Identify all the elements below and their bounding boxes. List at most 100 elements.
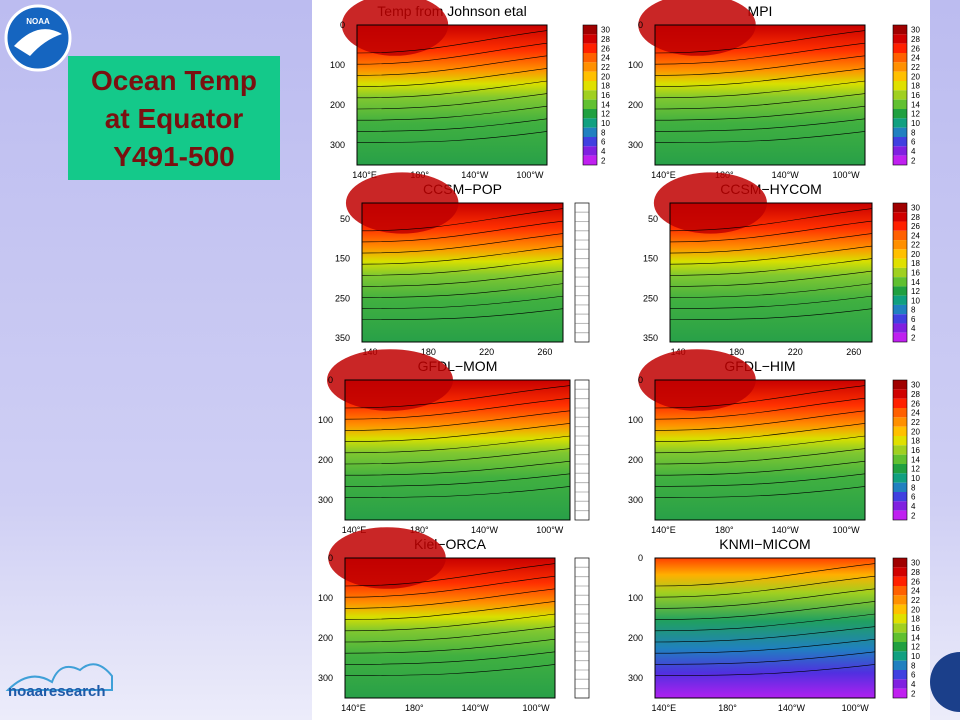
colorbar-segment — [574, 650, 590, 662]
colorbar-segment — [574, 510, 590, 521]
y-tick-label: 150 — [643, 254, 658, 264]
colorbar-segment — [893, 34, 907, 44]
colorbar-label: 30 — [911, 559, 920, 568]
contour-line — [669, 220, 873, 243]
contour-line — [361, 245, 564, 265]
x-tick-label: 140°W — [462, 703, 490, 713]
colorbar-label: 8 — [911, 128, 916, 137]
colorbar-segment — [893, 436, 907, 446]
colorbar-segment — [893, 127, 907, 137]
colorbar-segment — [574, 267, 590, 278]
colorbar-segment — [574, 472, 590, 484]
colorbar-segment — [893, 304, 907, 315]
noaa-logo-text: NOAA — [26, 17, 50, 26]
colorbar-segment — [893, 623, 907, 633]
x-tick-label: 140°E — [651, 170, 676, 180]
colorbar-segment — [583, 137, 597, 147]
colorbar-segment — [893, 445, 907, 455]
colorbar-label: 20 — [911, 427, 920, 436]
colorbar-label: 22 — [911, 418, 920, 427]
x-tick-label: 140°E — [651, 525, 676, 535]
y-tick-label: 150 — [335, 254, 350, 264]
colorbar-segment — [893, 323, 907, 333]
colorbar-segment — [574, 379, 590, 390]
x-tick-label: 180 — [421, 347, 436, 357]
colorbar-label: 26 — [911, 222, 920, 231]
colorbar-segment — [893, 454, 907, 464]
y-tick-label: 0 — [638, 20, 643, 30]
colorbar-label: 16 — [911, 446, 920, 455]
contour-line — [654, 460, 866, 476]
plot-frame — [361, 202, 564, 343]
contour-line — [361, 270, 564, 287]
y-tick-label: 200 — [628, 633, 643, 643]
colorbar-segment — [574, 678, 590, 690]
colorbar-segment — [574, 604, 590, 615]
y-tick-label: 0 — [638, 553, 643, 563]
colorbar-segment — [893, 90, 907, 100]
y-tick-label: 0 — [340, 20, 345, 30]
colorbar-segment — [893, 380, 907, 390]
y-tick-label: 350 — [643, 333, 658, 343]
warm-pool — [341, 0, 449, 56]
colorbar-segment — [574, 332, 590, 343]
colorbar-segment — [574, 444, 590, 456]
colorbar-label: 2 — [911, 689, 916, 698]
colorbar-segment — [583, 71, 597, 81]
colorbar-label: 20 — [911, 72, 920, 81]
colorbar-segment — [583, 155, 597, 165]
colorbar-label: 8 — [601, 128, 606, 137]
colorbar-label: 8 — [911, 483, 916, 492]
contour-line — [654, 80, 866, 99]
colorbar-segment — [583, 118, 597, 128]
x-tick-label: 140°E — [342, 525, 367, 535]
y-tick-label: 100 — [628, 415, 643, 425]
contour-line — [356, 68, 548, 87]
colorbar-segment — [893, 286, 907, 296]
colorbar-segment — [574, 304, 590, 315]
contour-line — [361, 295, 564, 309]
contour-line — [361, 283, 564, 298]
colorbar-segment — [574, 576, 590, 587]
colorbar-segment — [893, 249, 907, 259]
colorbar-label: 4 — [911, 324, 916, 333]
colorbar-segment — [893, 146, 907, 156]
colorbar-label: 24 — [911, 231, 920, 240]
x-tick-label: 140°W — [471, 525, 499, 535]
colorbar-segment — [574, 230, 590, 241]
colorbar-segment — [583, 34, 597, 44]
colorbar-segment — [893, 660, 907, 670]
colorbar-segment — [583, 62, 597, 72]
colorbar-segment — [574, 688, 590, 699]
colorbar-label: 10 — [911, 119, 920, 128]
colorbar-label: 12 — [911, 465, 920, 474]
colorbar-segment — [574, 295, 590, 306]
colorbar-segment — [893, 267, 907, 278]
y-tick-label: 0 — [638, 375, 643, 385]
colorbar-label: 6 — [911, 315, 916, 324]
y-tick-label: 250 — [335, 293, 350, 303]
colorbar-segment — [893, 576, 907, 586]
contour-line — [654, 385, 866, 409]
colorbar-label: 18 — [601, 82, 610, 91]
contour-line — [344, 626, 556, 643]
colorbar-segment — [893, 118, 907, 128]
contour-line — [344, 486, 571, 498]
colorbar-segment — [893, 137, 907, 147]
title-line: at Equator — [104, 103, 244, 134]
colorbar-segment — [893, 389, 907, 399]
colorbar-segment — [893, 492, 907, 502]
y-tick-label: 200 — [628, 455, 643, 465]
colorbar-segment — [583, 99, 597, 109]
contour-line — [654, 397, 866, 420]
colorbar-segment — [893, 71, 907, 81]
colorbar-label: 8 — [911, 306, 916, 315]
title-line: Ocean Temp — [91, 65, 257, 96]
colorbar-label: 22 — [911, 241, 920, 250]
contour-line — [669, 245, 873, 265]
colorbar-segment — [574, 426, 590, 437]
colorbar-segment — [893, 295, 907, 305]
colorbar-segment — [893, 240, 907, 250]
x-tick-label: 100°W — [516, 170, 544, 180]
colorbar-label: 28 — [911, 390, 920, 399]
